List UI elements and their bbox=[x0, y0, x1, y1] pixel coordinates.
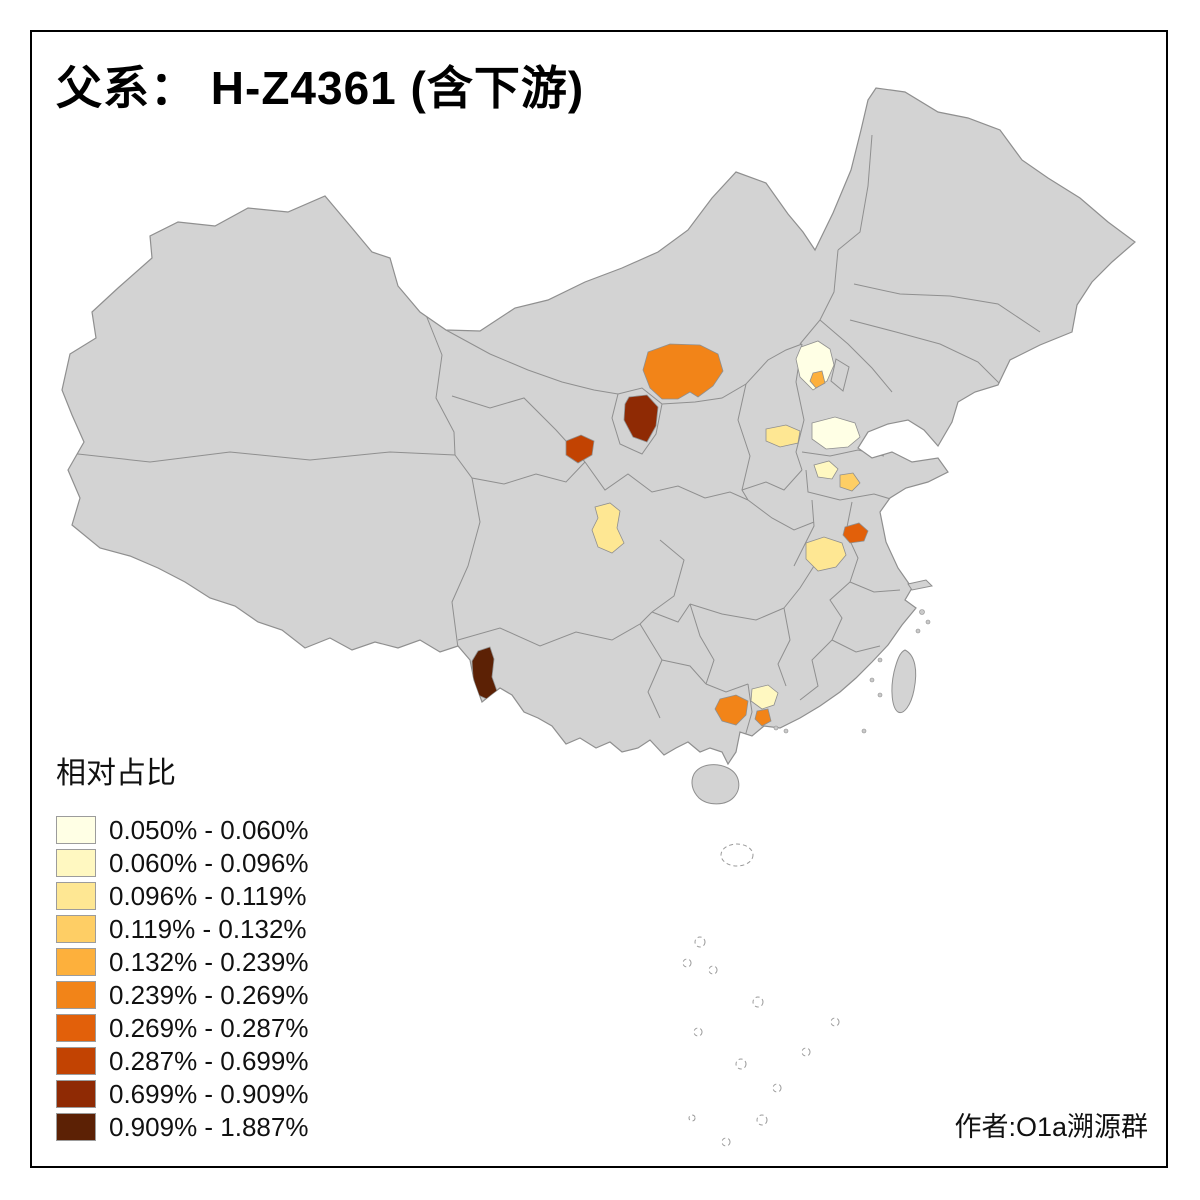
choropleth-region-west-central-pale bbox=[591, 502, 625, 554]
legend-color-swatch bbox=[56, 915, 96, 943]
legend-item-label: 0.269% - 0.287% bbox=[109, 1012, 309, 1043]
chongming-island bbox=[907, 579, 934, 591]
legend-item: 0.269% - 0.287% bbox=[56, 1012, 309, 1043]
legend-item-label: 0.132% - 0.239% bbox=[109, 946, 309, 977]
coastal-islet bbox=[783, 728, 789, 734]
coastal-islet bbox=[861, 728, 867, 734]
legend-item-label: 0.287% - 0.699% bbox=[109, 1045, 309, 1076]
choropleth-region-shandong-south-gold bbox=[839, 472, 861, 492]
coastal-islet bbox=[925, 619, 931, 625]
attribution-text: 作者:O1a溯源群 bbox=[954, 1112, 1148, 1142]
province-borders bbox=[62, 134, 1041, 741]
choropleth-region-beijing-cream bbox=[795, 340, 835, 391]
coastal-islet bbox=[919, 609, 925, 615]
legend-item-label: 0.239% - 0.269% bbox=[109, 979, 309, 1010]
legend-color-swatch bbox=[56, 849, 96, 877]
hainan-island bbox=[691, 764, 740, 805]
legend-title: 相对占比 bbox=[56, 757, 176, 790]
legend-item-label: 0.096% - 0.119% bbox=[109, 880, 307, 911]
legend-color-swatch bbox=[56, 1014, 96, 1042]
coastal-islet bbox=[915, 628, 921, 634]
legend-color-swatch bbox=[56, 1080, 96, 1108]
legend-item: 0.239% - 0.269% bbox=[56, 979, 309, 1010]
china-mainland bbox=[61, 87, 1136, 766]
choropleth-region-beijing-orange-dot bbox=[809, 370, 826, 389]
choropleth-region-guangdong-orange-dot bbox=[754, 708, 772, 727]
legend-color-swatch bbox=[56, 948, 96, 976]
choropleth-region-anhui-pale-gold bbox=[805, 536, 847, 572]
choropleth-region-shandong-west-cream bbox=[811, 416, 861, 450]
choropleth-region-north-central-dark bbox=[623, 394, 659, 443]
legend-color-swatch bbox=[56, 882, 96, 910]
choropleth-regions bbox=[471, 340, 869, 727]
legend-color-swatch bbox=[56, 1047, 96, 1075]
choropleth-region-hebei-gold bbox=[765, 424, 801, 448]
coastal-islet bbox=[773, 725, 779, 731]
coastal-islet bbox=[877, 657, 883, 663]
page-title: 父系： H-Z4361 (含下游) bbox=[56, 62, 585, 114]
legend-item: 0.096% - 0.119% bbox=[56, 880, 308, 911]
plot-frame bbox=[30, 30, 1168, 1168]
legend-item-label: 0.119% - 0.132% bbox=[109, 913, 307, 944]
legend-item: 0.287% - 0.699% bbox=[56, 1045, 309, 1076]
choropleth-region-guangxi-east-orange bbox=[714, 694, 749, 726]
legend-item: 0.909% - 1.887% bbox=[56, 1111, 309, 1142]
legend-item: 0.050% - 0.060% bbox=[56, 814, 309, 845]
south-china-sea-islands bbox=[682, 843, 840, 1147]
legend-item: 0.119% - 0.132% bbox=[56, 913, 308, 944]
legend-item-label: 0.050% - 0.060% bbox=[109, 814, 309, 845]
choropleth-region-northwest-small-red bbox=[565, 434, 595, 464]
legend-item: 0.699% - 0.909% bbox=[56, 1078, 309, 1109]
choropleth-region-shandong-south-pale bbox=[813, 460, 839, 480]
legend: 相对占比 0.050% - 0.060% 0.060% - 0.096% 0.0… bbox=[56, 748, 308, 1146]
choropleth-region-nanjing-orange bbox=[842, 522, 869, 544]
legend-color-swatch bbox=[56, 816, 96, 844]
islands bbox=[691, 579, 934, 805]
choropleth-region-guangdong-pale bbox=[750, 684, 779, 710]
taiwan-island bbox=[891, 649, 917, 714]
coastal-islet bbox=[869, 677, 875, 683]
choropleth-region-north-central-large bbox=[642, 343, 724, 400]
legend-item-label: 0.909% - 1.887% bbox=[109, 1111, 309, 1142]
coastal-islet bbox=[877, 692, 883, 698]
legend-item: 0.132% - 0.239% bbox=[56, 946, 309, 977]
legend-item: 0.060% - 0.096% bbox=[56, 847, 309, 878]
legend-item-label: 0.060% - 0.096% bbox=[109, 847, 309, 878]
legend-color-swatch bbox=[56, 981, 96, 1009]
legend-color-swatch bbox=[56, 1113, 96, 1141]
legend-item-label: 0.699% - 0.909% bbox=[109, 1078, 309, 1109]
